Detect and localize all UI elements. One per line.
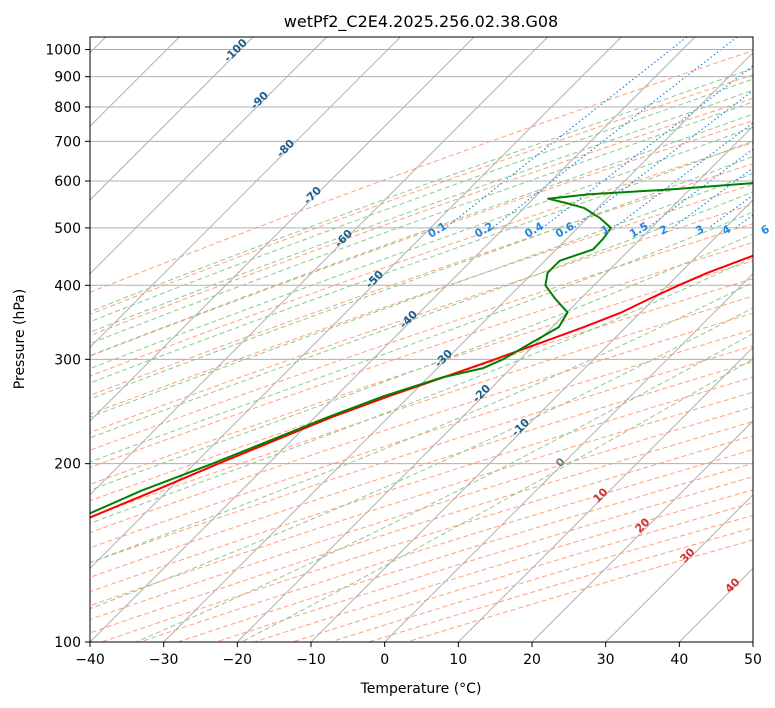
profile-traces [90, 182, 753, 519]
x-tick-label: 30 [597, 652, 615, 668]
x-tick-label: −20 [223, 652, 253, 668]
mixing-ratio-line [542, 65, 753, 229]
dry-adiabat-line [90, 97, 753, 337]
y-tick-label: 100 [54, 635, 81, 651]
dry-adiabat-line [90, 376, 753, 593]
dewpoint-trace [90, 182, 753, 515]
y-tick-label: 900 [54, 70, 81, 86]
isotherm-gridline [90, 37, 622, 570]
temperature-trace [90, 254, 753, 519]
plot-frame [89, 36, 754, 643]
y-axis: 100 200 300 400 500 600 700 800 900 1000 [45, 43, 90, 651]
isotherm-gridline [90, 37, 549, 496]
x-tick-label: 10 [449, 652, 467, 668]
x-axis-title: Temperature (°C) [360, 681, 482, 697]
x-tick-label: 40 [670, 652, 688, 668]
isotherm-gridline [90, 37, 696, 642]
isotherm-gridline [605, 493, 753, 642]
isotherm-gridlines [90, 37, 753, 642]
isotherm-gridline [90, 37, 475, 422]
dry-adiabat-line [90, 312, 753, 534]
y-axis-title: Pressure (hPa) [12, 289, 28, 389]
pressure-gridlines [90, 49, 753, 642]
moist-adiabat-line [90, 211, 753, 463]
plot-area [90, 37, 753, 642]
moist-adiabat-line [90, 307, 753, 610]
y-tick-label: 300 [54, 352, 81, 368]
isotherm-gridline [236, 125, 753, 642]
moist-adiabat-line [90, 257, 753, 524]
dry-adiabat-line [90, 361, 753, 578]
mixing-ratio-line [572, 89, 753, 229]
dry-adiabat-line [90, 50, 753, 293]
isotherm-gridline [457, 346, 753, 642]
isotherm-gridline [90, 37, 328, 275]
y-tick-label: 600 [54, 174, 81, 190]
moist-adiabat-line [90, 156, 753, 400]
isotherm-gridline [384, 272, 753, 642]
moist-adiabat-line [241, 358, 753, 642]
y-tick-label: 200 [54, 457, 81, 473]
x-tick-label: −40 [75, 652, 105, 668]
dry-adiabat-line [90, 163, 753, 396]
dry-adiabat-line [90, 223, 753, 451]
dry-adiabat-line [90, 241, 753, 469]
dry-adiabat-line [90, 142, 753, 377]
x-tick-label: −30 [149, 652, 179, 668]
dry-adiabat-line [90, 295, 753, 518]
x-tick-label: 0 [380, 652, 389, 668]
x-axis: −40 −30 −20 −10 0 10 20 30 40 50 [75, 642, 762, 668]
moist-adiabat-line [90, 172, 753, 418]
dry-adiabat-line [90, 391, 753, 607]
y-tick-label: 700 [54, 134, 81, 150]
x-tick-label: 20 [523, 652, 541, 668]
dry-adiabat-line [90, 345, 753, 564]
chart-title: wetPf2_C2E4.2025.256.02.38.G08 [284, 12, 558, 32]
isotherm-gridline [531, 420, 753, 642]
y-tick-label: 500 [54, 221, 81, 237]
isotherm-gridline [310, 199, 753, 642]
x-tick-label: 50 [744, 652, 762, 668]
y-tick-label: 1000 [45, 43, 81, 59]
isotherm-gridline [90, 37, 254, 201]
dry-adiabat-line [90, 329, 753, 549]
isotherm-gridline [90, 37, 401, 349]
y-tick-label: 800 [54, 100, 81, 116]
x-tick-label: −10 [296, 652, 326, 668]
moist-adiabat-line [90, 78, 753, 323]
isotherm-gridline [163, 51, 753, 642]
y-tick-label: 400 [54, 278, 81, 294]
moist-adiabat-line [90, 101, 753, 345]
